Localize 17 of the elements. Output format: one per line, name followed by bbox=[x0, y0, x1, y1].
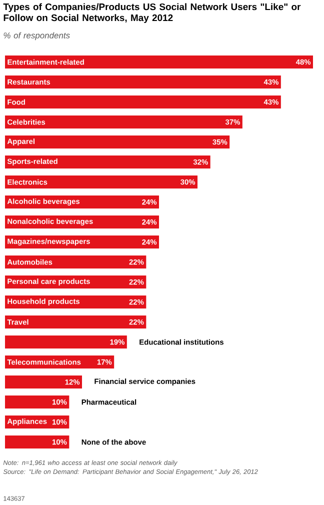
bar bbox=[5, 336, 127, 349]
bar bbox=[5, 196, 159, 208]
bar bbox=[5, 376, 82, 389]
bar bbox=[5, 316, 146, 329]
chart-title: Types of Companies/Products US Social Network Users "Like" or Follow on Social Networks, May 2012 bbox=[3, 3, 301, 23]
bar bbox=[5, 76, 281, 88]
bar bbox=[5, 116, 242, 128]
bar bbox=[5, 156, 210, 168]
bar bbox=[5, 56, 313, 68]
bar bbox=[5, 136, 230, 148]
bar bbox=[5, 96, 281, 108]
bar bbox=[5, 396, 70, 409]
bar bbox=[5, 176, 198, 188]
bar bbox=[5, 256, 146, 269]
chart-subtitle: % of respondents bbox=[4, 32, 70, 40]
bar bbox=[5, 436, 70, 449]
bar bbox=[5, 296, 146, 309]
